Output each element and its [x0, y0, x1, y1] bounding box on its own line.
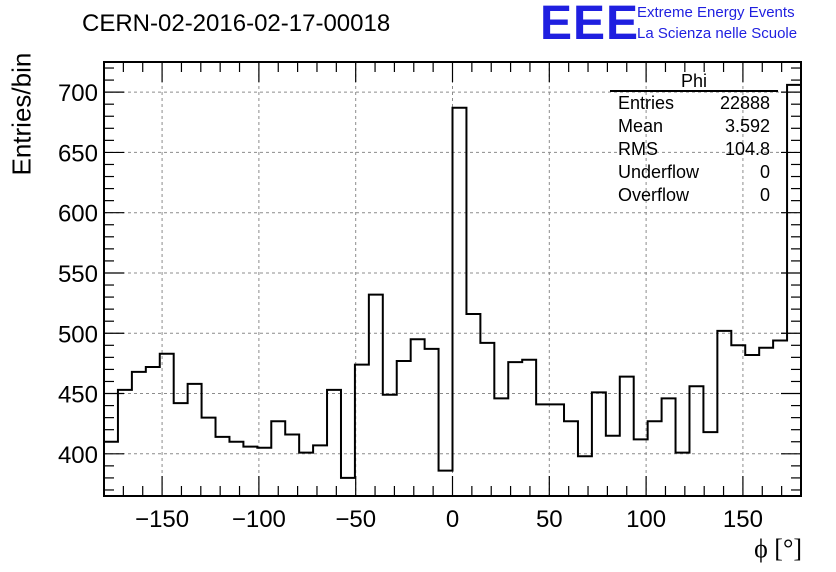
- histogram-bin: [355, 365, 369, 496]
- histogram-bin: [397, 361, 411, 496]
- stats-box: Phi Entries 22888 Mean 3.592 RMS 104.8 U…: [610, 72, 778, 207]
- stats-value: 0: [759, 185, 770, 205]
- histogram-bin: [313, 445, 327, 496]
- stats-value: 3.592: [724, 116, 770, 136]
- histogram-bin: [676, 453, 690, 496]
- histogram-bin: [620, 377, 634, 496]
- histogram-bin: [689, 386, 703, 496]
- y-tick-label: 600: [58, 201, 98, 228]
- stats-value: 22888: [719, 93, 770, 113]
- tick-labels-layer: −150 −100 −50 0 50 100 150 400 450 500 550 600 650 70…: [58, 80, 763, 533]
- histogram-bin: [787, 85, 801, 496]
- stats-row: Entries 22888: [610, 92, 778, 115]
- histogram-bin: [299, 453, 313, 496]
- chart-title: CERN-02-2016-02-17-00018: [82, 10, 391, 37]
- histogram-bin: [494, 398, 508, 496]
- histogram-bin: [229, 442, 243, 496]
- histogram-bin: [411, 339, 425, 496]
- histogram-bin: [759, 348, 773, 496]
- histogram-bin: [648, 421, 662, 496]
- histogram-bin: [592, 392, 606, 496]
- stats-label: Overflow: [618, 185, 690, 205]
- stats-box-title: Phi: [610, 72, 778, 92]
- histogram-bin: [202, 418, 216, 496]
- x-tick-label: −150: [135, 506, 189, 533]
- eee-logo: EEE: [540, 0, 640, 50]
- histogram-bin: [439, 471, 453, 496]
- stats-label: Entries: [618, 93, 675, 113]
- stats-row: Overflow 0: [610, 184, 778, 207]
- histogram-bin: [536, 404, 550, 496]
- histogram-bin: [745, 355, 759, 496]
- histogram-bin: [369, 295, 383, 496]
- histogram-bin: [271, 421, 285, 496]
- histogram-bin: [564, 421, 578, 496]
- histogram-bin: [327, 390, 341, 496]
- histogram-bin: [773, 340, 787, 496]
- histogram-bin: [104, 442, 118, 496]
- x-tick-label: 50: [536, 506, 563, 533]
- y-tick-label: 400: [58, 442, 98, 469]
- x-tick-label: −100: [232, 506, 286, 533]
- y-tick-label: 450: [58, 382, 98, 409]
- y-tick-label: 700: [58, 80, 98, 107]
- histogram-layer: [104, 83, 801, 496]
- histogram-bin: [522, 360, 536, 496]
- histogram-bin: [188, 384, 202, 496]
- logo-subtitle-1: Extreme Energy Events: [637, 4, 795, 21]
- x-tick-label: 100: [626, 506, 666, 533]
- stats-label: Underflow: [618, 162, 700, 182]
- histogram-bin: [146, 367, 160, 496]
- histogram-outline: [104, 83, 801, 479]
- stats-label: RMS: [618, 139, 658, 159]
- stats-label: Mean: [618, 116, 664, 136]
- histogram-bin: [216, 437, 230, 496]
- x-tick-label: −50: [335, 506, 376, 533]
- y-tick-label: 650: [58, 140, 98, 167]
- y-tick-label: 550: [58, 261, 98, 288]
- histogram-bin: [453, 108, 467, 496]
- histogram-bin: [425, 349, 439, 496]
- stats-row: RMS 104.8: [610, 138, 778, 161]
- histogram-bin: [480, 343, 494, 496]
- plot-frame: [103, 61, 802, 497]
- histogram-bin: [550, 404, 564, 496]
- x-tick-label: 150: [723, 506, 763, 533]
- y-axis-label: Entries/bin: [6, 52, 37, 176]
- histogram-bin: [174, 403, 188, 496]
- histogram-bin: [132, 372, 146, 496]
- y-tick-label: 500: [58, 321, 98, 348]
- histogram-bin: [703, 432, 717, 496]
- histogram-bin: [118, 390, 132, 496]
- x-tick-label: 0: [446, 506, 459, 533]
- histogram-bin: [662, 398, 676, 496]
- histogram-bin: [383, 395, 397, 496]
- histogram-bin: [466, 314, 480, 496]
- histogram-bin: [341, 478, 355, 496]
- stats-row: Underflow 0: [610, 161, 778, 184]
- stats-value: 104.8: [724, 139, 770, 159]
- histogram-bin: [731, 345, 745, 496]
- histogram-bin: [717, 331, 731, 496]
- logo-subtitle-2: La Scienza nelle Scuole: [637, 25, 798, 42]
- x-axis-label: ϕ [°]: [754, 534, 802, 563]
- histogram-bin: [508, 362, 522, 496]
- histogram-bin: [578, 456, 592, 496]
- stats-row: Mean 3.592: [610, 115, 778, 138]
- stats-value: 0: [759, 162, 770, 182]
